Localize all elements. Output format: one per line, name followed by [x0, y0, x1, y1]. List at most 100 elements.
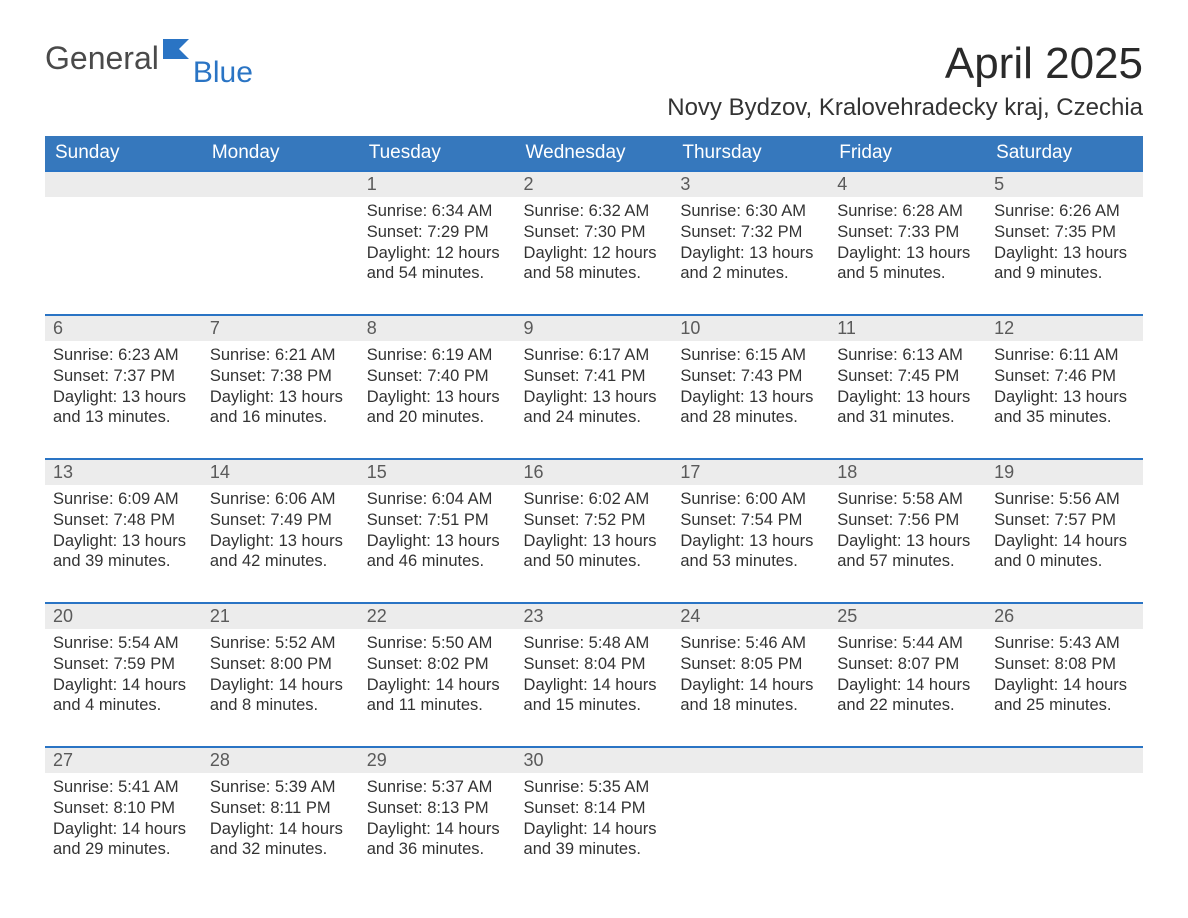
calendar-week: 13Sunrise: 6:09 AMSunset: 7:48 PMDayligh…: [45, 458, 1143, 586]
calendar-week: 1Sunrise: 6:34 AMSunset: 7:29 PMDaylight…: [45, 170, 1143, 298]
day-line: Sunrise: 5:52 AM: [210, 633, 351, 654]
day-line: Sunset: 7:48 PM: [53, 510, 194, 531]
week-spacer: [45, 586, 1143, 602]
day-line: Sunset: 7:38 PM: [210, 366, 351, 387]
day-content: Sunrise: 5:37 AMSunset: 8:13 PMDaylight:…: [359, 773, 516, 866]
day-line: Daylight: 14 hours and 8 minutes.: [210, 675, 351, 716]
day-line: Daylight: 14 hours and 15 minutes.: [524, 675, 665, 716]
calendar-day: 14Sunrise: 6:06 AMSunset: 7:49 PMDayligh…: [202, 458, 359, 586]
day-line: Daylight: 12 hours and 54 minutes.: [367, 243, 508, 284]
day-content: Sunrise: 5:56 AMSunset: 7:57 PMDaylight:…: [986, 485, 1143, 578]
day-line: Sunrise: 5:56 AM: [994, 489, 1135, 510]
day-line: Sunrise: 6:21 AM: [210, 345, 351, 366]
day-number: 26: [986, 602, 1143, 629]
day-number: 2: [516, 170, 673, 197]
day-number: 12: [986, 314, 1143, 341]
location: Novy Bydzov, Kralovehradecky kraj, Czech…: [667, 94, 1143, 122]
day-line: Sunrise: 6:32 AM: [524, 201, 665, 222]
day-line: Sunrise: 5:48 AM: [524, 633, 665, 654]
day-line: Sunrise: 6:30 AM: [680, 201, 821, 222]
day-line: Sunset: 7:30 PM: [524, 222, 665, 243]
calendar-week: 6Sunrise: 6:23 AMSunset: 7:37 PMDaylight…: [45, 314, 1143, 442]
day-line: Daylight: 14 hours and 25 minutes.: [994, 675, 1135, 716]
day-line: Daylight: 13 hours and 39 minutes.: [53, 531, 194, 572]
calendar-day: 10Sunrise: 6:15 AMSunset: 7:43 PMDayligh…: [672, 314, 829, 442]
day-number: 9: [516, 314, 673, 341]
day-header: Wednesday: [516, 136, 673, 170]
day-line: Sunset: 7:32 PM: [680, 222, 821, 243]
logo: General Blue: [45, 40, 253, 77]
day-content: Sunrise: 6:02 AMSunset: 7:52 PMDaylight:…: [516, 485, 673, 578]
day-number: 20: [45, 602, 202, 629]
logo-text-blue: Blue: [193, 56, 253, 90]
day-line: Sunset: 7:37 PM: [53, 366, 194, 387]
day-line: Daylight: 13 hours and 31 minutes.: [837, 387, 978, 428]
day-line: Sunrise: 6:15 AM: [680, 345, 821, 366]
day-line: Sunrise: 5:43 AM: [994, 633, 1135, 654]
day-line: Daylight: 14 hours and 36 minutes.: [367, 819, 508, 860]
day-line: Sunset: 7:51 PM: [367, 510, 508, 531]
day-line: Sunrise: 5:50 AM: [367, 633, 508, 654]
day-number: 3: [672, 170, 829, 197]
day-number: 18: [829, 458, 986, 485]
day-header: Tuesday: [359, 136, 516, 170]
calendar-day: 23Sunrise: 5:48 AMSunset: 8:04 PMDayligh…: [516, 602, 673, 730]
day-line: Sunrise: 6:26 AM: [994, 201, 1135, 222]
calendar-day: 30Sunrise: 5:35 AMSunset: 8:14 PMDayligh…: [516, 746, 673, 874]
day-content: Sunrise: 6:04 AMSunset: 7:51 PMDaylight:…: [359, 485, 516, 578]
day-content: Sunrise: 5:52 AMSunset: 8:00 PMDaylight:…: [202, 629, 359, 722]
day-line: Sunset: 8:04 PM: [524, 654, 665, 675]
day-line: Daylight: 13 hours and 9 minutes.: [994, 243, 1135, 284]
day-number: 17: [672, 458, 829, 485]
calendar-day: 4Sunrise: 6:28 AMSunset: 7:33 PMDaylight…: [829, 170, 986, 298]
calendar-day: 19Sunrise: 5:56 AMSunset: 7:57 PMDayligh…: [986, 458, 1143, 586]
calendar-day: 26Sunrise: 5:43 AMSunset: 8:08 PMDayligh…: [986, 602, 1143, 730]
day-header: Friday: [829, 136, 986, 170]
day-line: Sunset: 7:52 PM: [524, 510, 665, 531]
day-line: Sunrise: 6:11 AM: [994, 345, 1135, 366]
day-content: Sunrise: 5:39 AMSunset: 8:11 PMDaylight:…: [202, 773, 359, 866]
day-number: 22: [359, 602, 516, 629]
day-line: Daylight: 13 hours and 35 minutes.: [994, 387, 1135, 428]
calendar-day: 2 Sunrise: 6:32 AMSunset: 7:30 PMDaylight…: [516, 170, 673, 298]
day-content: Sunrise: 6:26 AMSunset: 7:35 PMDaylight:…: [986, 197, 1143, 290]
day-number: 29: [359, 746, 516, 773]
day-line: Daylight: 13 hours and 50 minutes.: [524, 531, 665, 572]
day-line: Sunrise: 6:23 AM: [53, 345, 194, 366]
day-line: Daylight: 14 hours and 29 minutes.: [53, 819, 194, 860]
day-line: Sunset: 8:14 PM: [524, 798, 665, 819]
day-content: Sunrise: 5:43 AMSunset: 8:08 PMDaylight:…: [986, 629, 1143, 722]
day-line: Sunset: 7:45 PM: [837, 366, 978, 387]
day-line: Sunrise: 6:34 AM: [367, 201, 508, 222]
day-line: Sunrise: 6:02 AM: [524, 489, 665, 510]
day-content: Sunrise: 6:23 AMSunset: 7:37 PMDaylight:…: [45, 341, 202, 434]
day-line: Daylight: 13 hours and 42 minutes.: [210, 531, 351, 572]
day-content: Sunrise: 6:00 AMSunset: 7:54 PMDaylight:…: [672, 485, 829, 578]
calendar-day: [829, 746, 986, 874]
day-line: Sunrise: 5:37 AM: [367, 777, 508, 798]
day-line: Sunset: 8:00 PM: [210, 654, 351, 675]
calendar-day: 28Sunrise: 5:39 AMSunset: 8:11 PMDayligh…: [202, 746, 359, 874]
calendar-day: 18Sunrise: 5:58 AMSunset: 7:56 PMDayligh…: [829, 458, 986, 586]
day-line: Sunrise: 5:41 AM: [53, 777, 194, 798]
day-line: Daylight: 13 hours and 2 minutes.: [680, 243, 821, 284]
day-line: Daylight: 12 hours and 58 minutes.: [524, 243, 665, 284]
day-content: Sunrise: 6:06 AMSunset: 7:49 PMDaylight:…: [202, 485, 359, 578]
calendar-day: [45, 170, 202, 298]
day-line: Daylight: 13 hours and 46 minutes.: [367, 531, 508, 572]
calendar-day: 5Sunrise: 6:26 AMSunset: 7:35 PMDaylight…: [986, 170, 1143, 298]
day-line: Sunset: 8:07 PM: [837, 654, 978, 675]
day-line: Sunrise: 5:54 AM: [53, 633, 194, 654]
calendar-day: 12Sunrise: 6:11 AMSunset: 7:46 PMDayligh…: [986, 314, 1143, 442]
day-number: 24: [672, 602, 829, 629]
day-line: Sunrise: 5:39 AM: [210, 777, 351, 798]
day-number: 28: [202, 746, 359, 773]
week-spacer: [45, 442, 1143, 458]
day-number: [202, 170, 359, 197]
day-content: Sunrise: 6:30 AMSunset: 7:32 PMDaylight:…: [672, 197, 829, 290]
week-spacer: [45, 298, 1143, 314]
day-header: Thursday: [672, 136, 829, 170]
day-line: Daylight: 14 hours and 18 minutes.: [680, 675, 821, 716]
calendar-day: 8Sunrise: 6:19 AMSunset: 7:40 PMDaylight…: [359, 314, 516, 442]
day-header-row: SundayMondayTuesdayWednesdayThursdayFrid…: [45, 136, 1143, 170]
